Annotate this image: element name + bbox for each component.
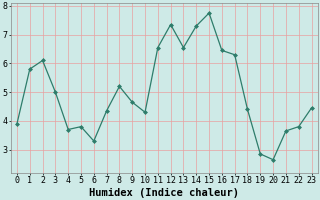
X-axis label: Humidex (Indice chaleur): Humidex (Indice chaleur) xyxy=(89,188,239,198)
